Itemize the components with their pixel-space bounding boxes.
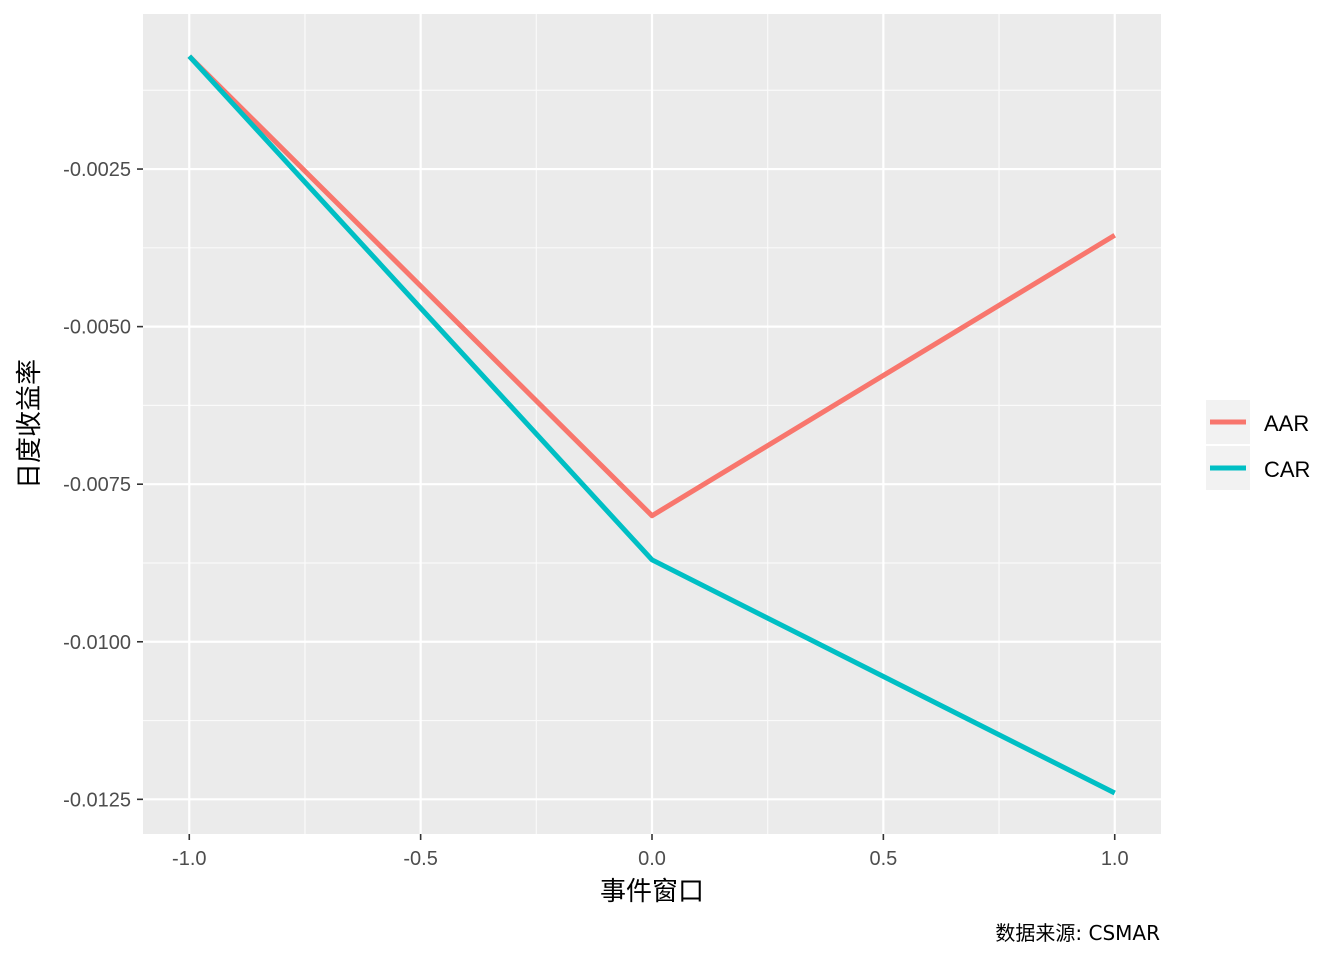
x-tick-label-0: -1.0 — [172, 848, 206, 870]
y-tick-label-4: -0.0125 — [63, 789, 131, 811]
x-axis: -1.0 -0.5 0.0 0.5 1.0 — [172, 834, 1129, 870]
y-tick-label-1: -0.0050 — [63, 317, 131, 339]
caption: 数据来源: CSMAR — [995, 921, 1160, 945]
y-tick-label-0: -0.0025 — [63, 159, 131, 181]
series-line-car — [187, 54, 1116, 796]
series-lines — [187, 54, 1117, 796]
y-tick-label-2: -0.0075 — [63, 474, 131, 496]
x-tick-label-2: 0.0 — [638, 848, 666, 870]
x-axis-title: 事件窗口 — [600, 877, 704, 907]
legend-label-aar: AAR — [1264, 411, 1309, 436]
y-tick-label-3: -0.0100 — [63, 632, 131, 654]
x-tick-label-4: 1.0 — [1101, 848, 1129, 870]
y-axis-title: 日度收益率 — [15, 359, 45, 489]
legend-label-car: CAR — [1264, 457, 1310, 482]
legend: AAR CAR — [1206, 400, 1310, 490]
x-tick-label-3: 0.5 — [869, 848, 897, 870]
y-axis: -0.0025 -0.0050 -0.0075 -0.0100 -0.0125 — [63, 159, 143, 811]
x-tick-label-1: -0.5 — [403, 848, 437, 870]
major-gridlines — [143, 14, 1161, 834]
series-line-aar — [187, 54, 1117, 519]
